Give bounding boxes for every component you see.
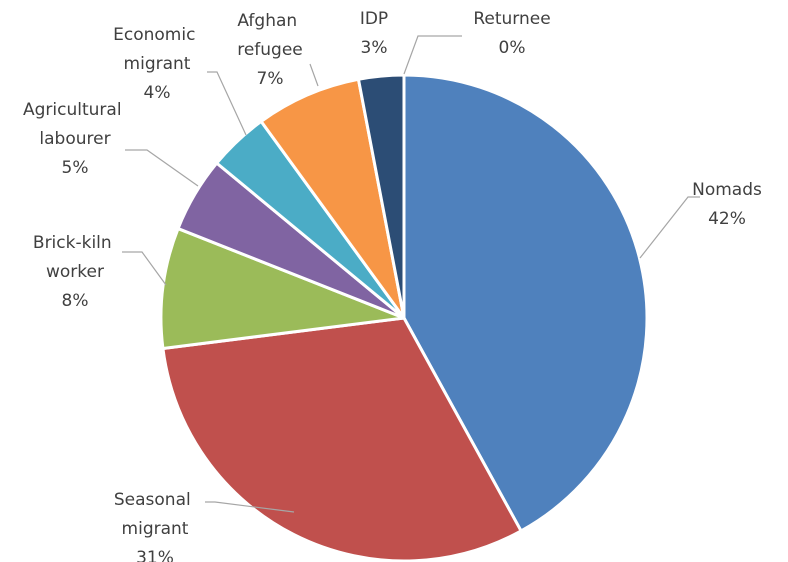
slice-label: Returnee <box>473 9 550 29</box>
pie-slice <box>161 316 523 562</box>
leader-line <box>205 501 295 513</box>
slice-label: Seasonal migrant <box>114 490 196 539</box>
slice-value-label: 8% <box>62 291 89 311</box>
leader-line <box>639 196 700 259</box>
slice-value-label: 0% <box>499 38 526 58</box>
slice-value-label: 31% <box>136 548 174 562</box>
slice-value-label: 42% <box>708 209 746 229</box>
leader-line <box>309 63 319 87</box>
slice-label: IDP <box>360 9 388 29</box>
slice-value-label: 3% <box>361 38 388 58</box>
pie-slice <box>159 227 406 350</box>
pie-slice <box>259 77 406 320</box>
leader-line <box>207 71 247 136</box>
slice-label: Economic migrant <box>113 25 201 74</box>
leader-line <box>122 251 167 286</box>
slice-label: Agricultural labourer <box>23 100 127 149</box>
slice-label: Nomads <box>692 180 762 200</box>
leader-line <box>125 149 199 187</box>
slice-value-label: 4% <box>144 83 171 103</box>
leader-line <box>403 35 462 75</box>
slice-label: Afghan refugee <box>237 11 303 60</box>
slice-label: Brick-kiln worker <box>33 233 117 282</box>
pie-slice <box>402 73 649 533</box>
slice-value-label: 7% <box>257 69 284 89</box>
slice-value-label: 5% <box>62 158 89 178</box>
